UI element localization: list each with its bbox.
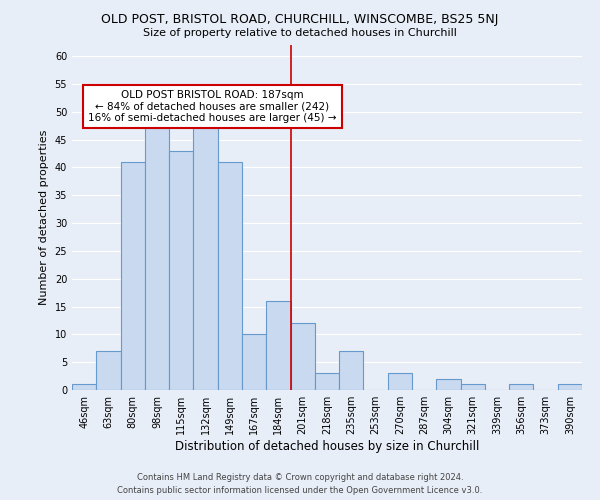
Text: Contains HM Land Registry data © Crown copyright and database right 2024.
Contai: Contains HM Land Registry data © Crown c… xyxy=(118,473,482,495)
Bar xyxy=(121,162,145,390)
Bar xyxy=(509,384,533,390)
Bar xyxy=(388,374,412,390)
Bar xyxy=(339,351,364,390)
Text: OLD POST BRISTOL ROAD: 187sqm
← 84% of detached houses are smaller (242)
16% of : OLD POST BRISTOL ROAD: 187sqm ← 84% of d… xyxy=(88,90,337,123)
X-axis label: Distribution of detached houses by size in Churchill: Distribution of detached houses by size … xyxy=(175,440,479,453)
Bar xyxy=(169,150,193,390)
Bar xyxy=(315,374,339,390)
Bar xyxy=(193,123,218,390)
Bar xyxy=(145,118,169,390)
Text: Size of property relative to detached houses in Churchill: Size of property relative to detached ho… xyxy=(143,28,457,38)
Bar xyxy=(461,384,485,390)
Bar xyxy=(96,351,121,390)
Bar xyxy=(242,334,266,390)
Bar xyxy=(558,384,582,390)
Text: OLD POST, BRISTOL ROAD, CHURCHILL, WINSCOMBE, BS25 5NJ: OLD POST, BRISTOL ROAD, CHURCHILL, WINSC… xyxy=(101,12,499,26)
Bar xyxy=(72,384,96,390)
Bar xyxy=(266,301,290,390)
Bar xyxy=(218,162,242,390)
Bar xyxy=(290,323,315,390)
Bar xyxy=(436,379,461,390)
Y-axis label: Number of detached properties: Number of detached properties xyxy=(39,130,49,305)
